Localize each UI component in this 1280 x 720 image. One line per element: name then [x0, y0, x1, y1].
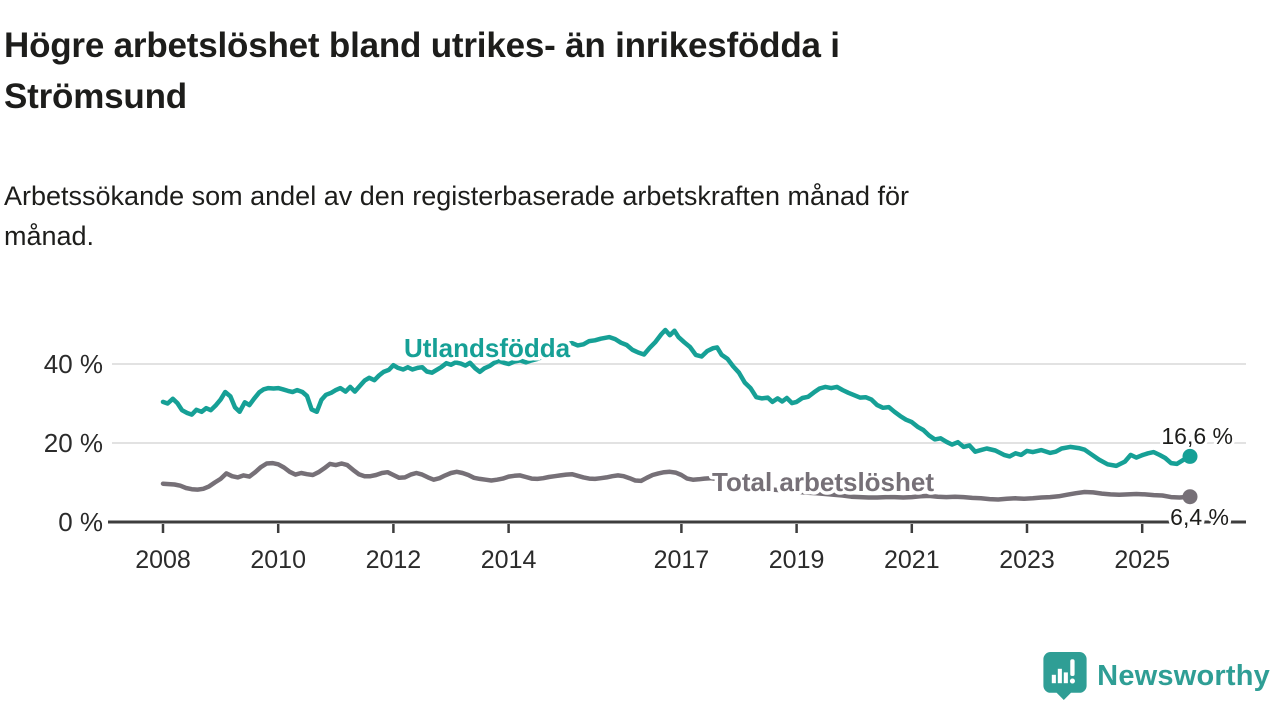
x-tick-label: 2019 — [769, 546, 825, 574]
chart-subtitle: Arbetssökande som andel av den registerb… — [4, 176, 1184, 256]
x-tick-label: 2021 — [884, 546, 940, 574]
x-tick-label: 2010 — [250, 546, 306, 574]
newsworthy-logo-icon — [1043, 652, 1087, 700]
x-tick-label: 2023 — [999, 546, 1055, 574]
title-line-2: Strömsund — [4, 77, 187, 116]
page-title: Högre arbetslöshet bland utrikes- än inr… — [4, 20, 1184, 122]
newsworthy-logo: Newsworthy — [1043, 652, 1270, 700]
y-tick-label: 0 % — [58, 507, 103, 537]
x-tick-label: 2017 — [654, 546, 710, 574]
series-end-value-label: 16,6 % — [1161, 423, 1233, 449]
x-tick-label: 2025 — [1114, 546, 1170, 574]
series-label: Utlandsfödda — [404, 333, 571, 363]
x-tick-label: 2014 — [481, 546, 537, 574]
x-tick-label: 2012 — [366, 546, 422, 574]
series-end-dot — [1182, 489, 1198, 505]
title-line-1: Högre arbetslöshet bland utrikes- än inr… — [4, 26, 840, 65]
logo-bar-1 — [1051, 674, 1057, 684]
series-line-utlandsfodda — [160, 327, 1193, 469]
logo-exclamation-dot — [1070, 678, 1076, 684]
series-end-dot — [1182, 448, 1198, 464]
logo-exclamation-bar — [1070, 659, 1075, 676]
subtitle-line-2: månad. — [4, 221, 95, 251]
series-label: Total arbetslöshet — [712, 467, 934, 497]
logo-bar-2 — [1057, 668, 1063, 684]
y-tick-label: 40 % — [44, 349, 103, 379]
y-tick-label: 20 % — [44, 428, 103, 458]
logo-bar-3 — [1063, 672, 1069, 684]
subtitle-line-1: Arbetssökande som andel av den registerb… — [4, 181, 910, 211]
series-line-total — [160, 460, 1193, 502]
brand-name: Newsworthy — [1097, 659, 1270, 692]
series-end-value-label: 6,4 % — [1170, 504, 1229, 530]
x-tick-label: 2008 — [135, 546, 191, 574]
